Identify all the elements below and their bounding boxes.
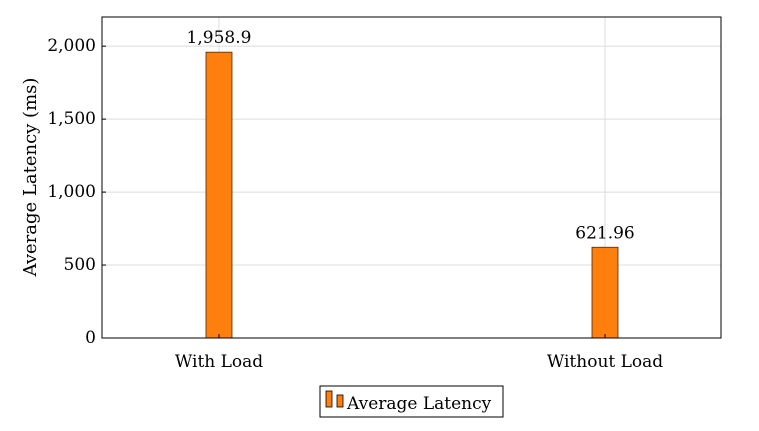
legend: Average Latency <box>319 385 504 418</box>
bar-value-label: 621.96 <box>575 223 634 243</box>
x-tick-label: Without Load <box>547 352 663 372</box>
y-tick-label: 1,000 <box>47 182 96 202</box>
legend-label: Average Latency <box>346 394 492 414</box>
y-tick-label: 500 <box>64 255 96 275</box>
data-labels: 1,958.9 621.96 <box>187 28 635 243</box>
y-tick-label: 0 <box>85 328 96 348</box>
y-axis-title: Average Latency (ms) <box>20 78 41 278</box>
legend-swatch <box>336 394 344 408</box>
y-tick-label: 2,000 <box>47 36 96 56</box>
y-axis-ticks: 0 500 1,000 1,500 2,000 <box>47 36 106 348</box>
x-axis-ticks: With Load Without Load <box>175 334 663 372</box>
legend-box <box>319 385 504 418</box>
plot-frame <box>101 16 722 339</box>
legend-swatch <box>325 390 333 408</box>
x-tick-label: With Load <box>175 352 263 372</box>
bar <box>591 246 619 339</box>
bars <box>205 51 619 339</box>
grid-lines <box>102 17 721 338</box>
bar <box>205 51 233 339</box>
y-tick-label: 1,500 <box>47 109 96 129</box>
bar-value-label: 1,958.9 <box>187 28 252 48</box>
